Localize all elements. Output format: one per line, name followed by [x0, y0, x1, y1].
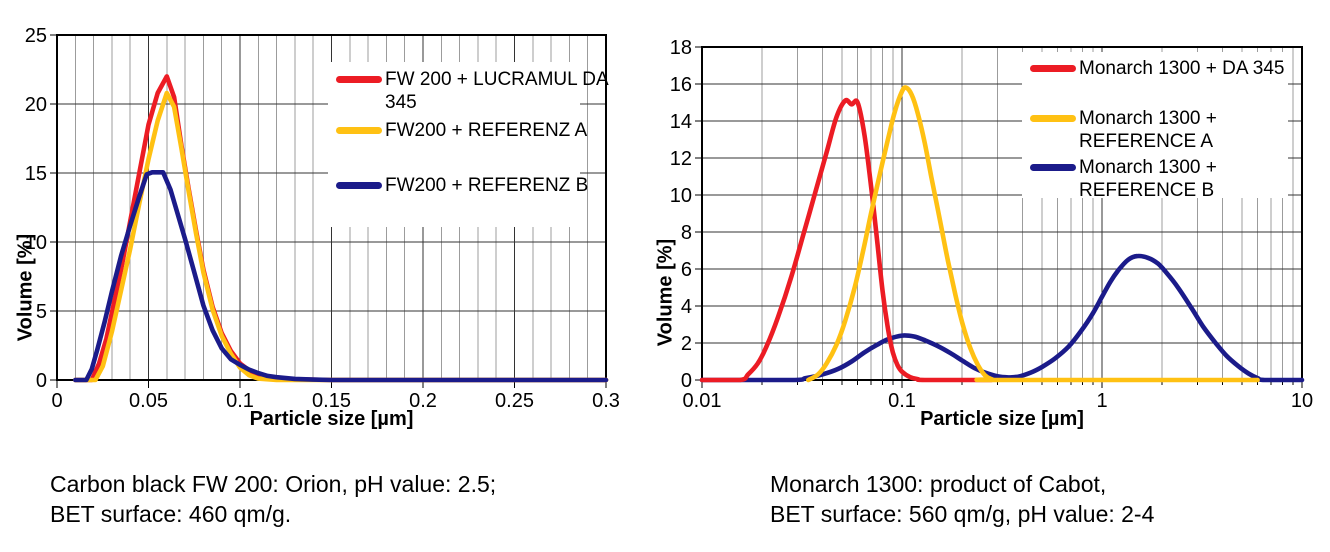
x-tick-label: 0.1 — [888, 390, 916, 412]
y-tick-label: 20 — [25, 94, 47, 116]
right-y-axis-title: Volume [%] — [654, 238, 677, 347]
x-tick-label: 1 — [1096, 390, 1107, 412]
x-tick-label: 0 — [51, 390, 62, 412]
right-chart-legend: Monarch 1300 + DA 345 Monarch 1300 + REFER… — [1022, 52, 1288, 201]
y-tick-label: 6 — [681, 259, 692, 281]
x-tick-label: 0.25 — [495, 390, 534, 412]
legend-label-line: Monarch 1300 + — [1079, 157, 1217, 178]
x-tick-label: 0.01 — [683, 390, 722, 412]
left-chart-legend: FW 200 + LUCRAMUL DA 345 FW200 + REFERENZ … — [328, 62, 609, 227]
y-tick-label: 2 — [681, 333, 692, 355]
legend-label-line: REFERENCE A — [1079, 131, 1214, 152]
y-tick-label: 15 — [25, 163, 47, 185]
series-line — [73, 90, 609, 383]
y-tick-label: 18 — [670, 37, 692, 59]
legend-line-swatch — [1030, 65, 1076, 72]
y-tick-label: 25 — [25, 25, 47, 47]
legend-label-line: REFERENCE B — [1079, 180, 1215, 201]
right-chart-plot: 0.01 0.1 1 10 0 2 4 6 8 10 12 14 16 18 — [670, 37, 1313, 412]
x-tick-label: 10 — [1291, 390, 1313, 412]
tick-labels: 0 0.05 0.1 0.15 0.2 0.25 0.3 0 5 10 15 20 25 — [25, 25, 620, 412]
legend-label-line: Monarch 1300 + DA 345 — [1079, 58, 1285, 79]
caption-line: BET surface: 560 qm/g, pH value: 2-4 — [770, 501, 1155, 527]
caption-line: BET surface: 460 qm/g. — [50, 501, 292, 527]
legend-label-line: FW200 + REFERENZ A — [385, 120, 588, 141]
legend-line-swatch — [336, 127, 382, 134]
caption-line: Carbon black FW 200: Orion, pH value: 2.… — [50, 471, 497, 497]
left-chart-caption: Carbon black FW 200: Orion, pH value: 2.… — [50, 469, 496, 529]
y-tick-label: 5 — [36, 301, 47, 323]
left-x-axis-title: Particle size [µm] — [249, 408, 414, 430]
x-tick-label: 0.05 — [129, 390, 168, 412]
right-chart-caption: Monarch 1300: product of Cabot, BET surf… — [770, 469, 1154, 529]
series-line — [806, 85, 1260, 383]
legend-item-label: FW200 + REFERENZ B — [385, 174, 588, 197]
y-tick-label: 8 — [681, 222, 692, 244]
legend-label-line: 345 — [385, 92, 417, 113]
legend-line-swatch — [1030, 164, 1076, 171]
left-y-axis-title: Volume [%] — [14, 233, 37, 342]
series-line — [699, 253, 1305, 383]
y-tick-label: 16 — [670, 74, 692, 96]
x-tick-label: 0.15 — [312, 390, 351, 412]
y-tick-label: 4 — [681, 296, 692, 318]
legend-line-swatch — [336, 182, 382, 189]
legend-item-label: FW200 + REFERENZ A — [385, 119, 587, 142]
y-tick-label: 10 — [25, 232, 47, 254]
legend-item-label: Monarch 1300 + REFERENCE B — [1079, 156, 1217, 202]
legend-item-label: FW 200 + LUCRAMUL DA 345 — [385, 68, 609, 114]
legend-label-line: FW 200 + LUCRAMUL DA — [385, 69, 609, 90]
y-tick-label: 0 — [681, 370, 692, 392]
legend-label-line: Monarch 1300 + — [1079, 108, 1217, 129]
x-tick-label: 0.2 — [409, 390, 437, 412]
y-tick-label: 14 — [670, 111, 692, 133]
series-line — [73, 170, 609, 383]
caption-line: Monarch 1300: product of Cabot, — [770, 471, 1107, 497]
legend-item-label: Monarch 1300 + DA 345 — [1079, 57, 1284, 80]
y-tick-label: 12 — [670, 148, 692, 170]
right-x-axis-title: Particle size [µm] — [920, 408, 1084, 430]
legend-item-label: Monarch 1300 + REFERENCE A — [1079, 107, 1217, 153]
x-tick-label: 0.1 — [226, 390, 254, 412]
series-line — [699, 97, 994, 383]
legend-line-swatch — [336, 76, 382, 83]
x-tick-label: 0.3 — [592, 390, 620, 412]
y-tick-label: 0 — [36, 370, 47, 392]
legend-line-swatch — [1030, 115, 1076, 122]
tick-labels: 0.01 0.1 1 10 0 2 4 6 8 10 12 14 16 18 — [670, 37, 1313, 412]
y-tick-label: 10 — [670, 185, 692, 207]
legend-label-line: FW200 + REFERENZ B — [385, 175, 589, 196]
